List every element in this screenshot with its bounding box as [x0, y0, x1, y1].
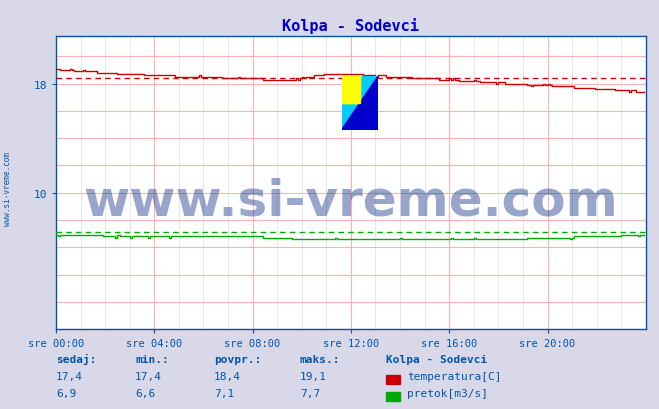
Text: Kolpa - Sodevci: Kolpa - Sodevci	[386, 354, 487, 364]
Text: povpr.:: povpr.:	[214, 354, 262, 364]
Bar	[341, 77, 360, 104]
Text: www.si-vreme.com: www.si-vreme.com	[84, 177, 618, 225]
Text: pretok[m3/s]: pretok[m3/s]	[407, 388, 488, 398]
Text: 17,4: 17,4	[135, 371, 162, 382]
Text: maks.:: maks.:	[300, 354, 340, 364]
Text: 6,9: 6,9	[56, 388, 76, 398]
Text: www.si-vreme.com: www.si-vreme.com	[3, 151, 13, 225]
Text: 18,4: 18,4	[214, 371, 241, 382]
Polygon shape	[341, 77, 378, 130]
Text: 7,1: 7,1	[214, 388, 235, 398]
Text: min.:: min.:	[135, 354, 169, 364]
Text: sedaj:: sedaj:	[56, 353, 96, 364]
Text: 6,6: 6,6	[135, 388, 156, 398]
Title: Kolpa - Sodevci: Kolpa - Sodevci	[283, 18, 419, 34]
Bar	[341, 77, 360, 104]
Text: 17,4: 17,4	[56, 371, 83, 382]
Text: temperatura[C]: temperatura[C]	[407, 371, 501, 382]
Text: 19,1: 19,1	[300, 371, 327, 382]
Text: 7,7: 7,7	[300, 388, 320, 398]
